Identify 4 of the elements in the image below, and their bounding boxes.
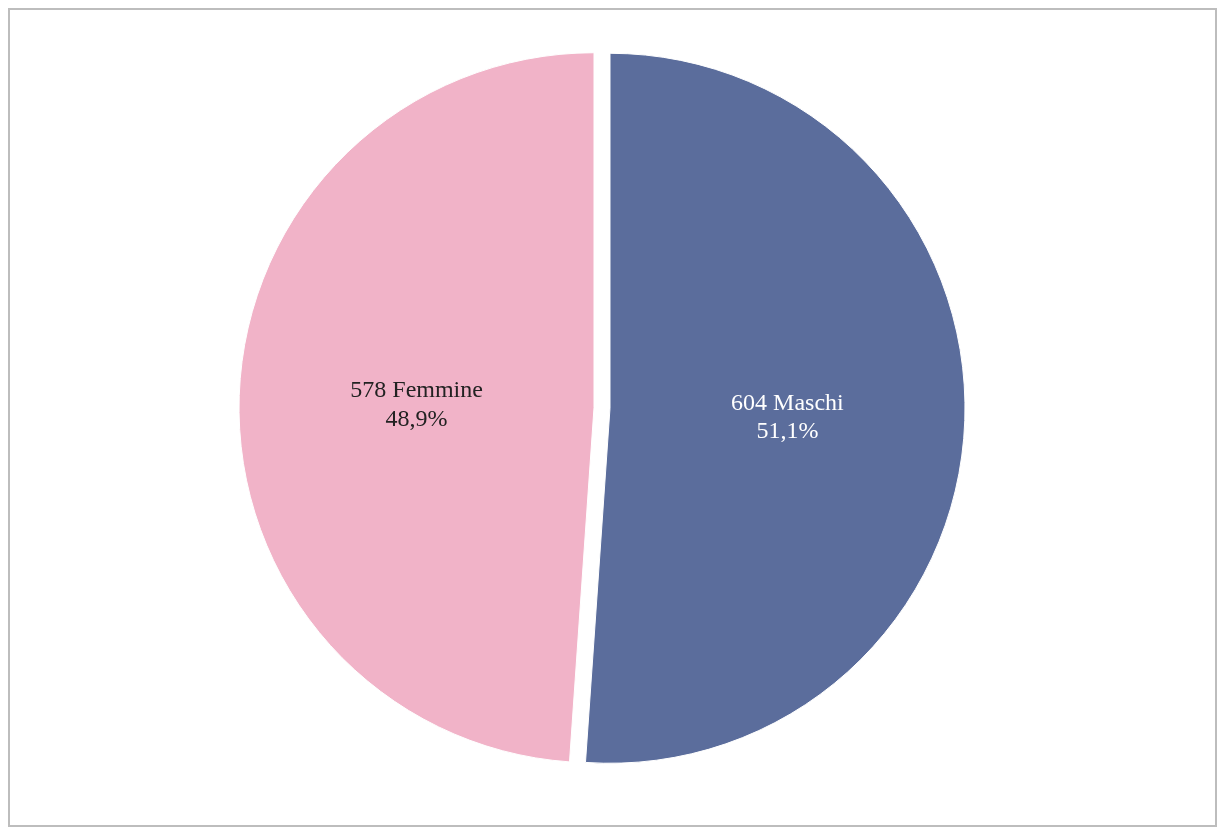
data-label: 51,1%: [756, 417, 819, 444]
data-label: 48,9%: [385, 404, 448, 431]
slice-label: 604 Maschi: [731, 388, 845, 415]
slice-label: 578 Femmine: [350, 375, 483, 402]
